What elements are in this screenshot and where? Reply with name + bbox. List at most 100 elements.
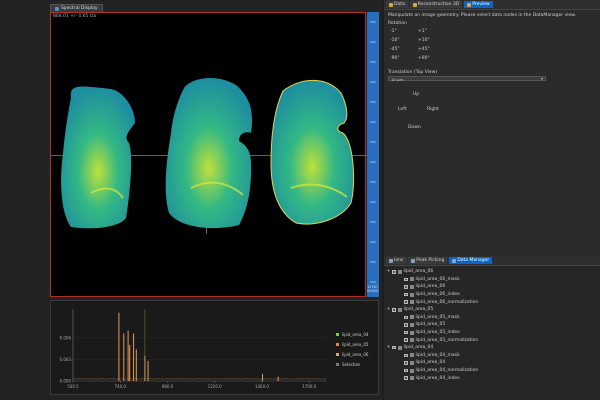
- tree-item-label: lipid_area_05_normalization: [415, 337, 479, 343]
- tab-reconstruction-label: Reconstruction 3D: [417, 2, 460, 7]
- tree-item-row[interactable]: lipid_area_05_normalization: [387, 336, 600, 344]
- tab-peak-picking-label: Peak Picking: [416, 258, 445, 263]
- rotate-minus-10-button[interactable]: -10°: [390, 38, 400, 43]
- visibility-checkbox[interactable]: [404, 277, 408, 282]
- database-icon: [389, 2, 393, 7]
- tree-item-row[interactable]: lipid_area_04_index: [387, 374, 600, 382]
- tree-item-row[interactable]: lipid_area_05_mask: [387, 314, 600, 322]
- x-tick-label: 1220.0: [208, 384, 222, 389]
- tab-data[interactable]: Data: [386, 1, 408, 8]
- visibility-checkbox[interactable]: [404, 368, 408, 373]
- tree-item-label: lipid_area_05: [403, 307, 434, 313]
- layer-icon: [409, 284, 414, 289]
- tissue-section-1: [61, 86, 135, 229]
- visibility-checkbox[interactable]: [404, 376, 408, 380]
- tab-data-manager-label: Data Manager: [457, 258, 490, 263]
- tree-item-row[interactable]: lipid_area_04_normalization: [387, 367, 600, 375]
- x-tick-label: 500.5: [67, 384, 79, 389]
- scale-ticks: [370, 21, 376, 283]
- visibility-checkbox[interactable]: [404, 361, 408, 365]
- visibility-checkbox[interactable]: [404, 330, 408, 335]
- spectrum-chart[interactable]: 0.000 0.003 0.006 500.5 740.0 980.0 1220.0 1460…: [50, 300, 379, 395]
- mz-readout: 868.01 +/- 0.65 Da: [53, 14, 97, 19]
- data-manager-icon: [452, 258, 457, 263]
- layer-icon: [409, 292, 414, 297]
- visibility-checkbox[interactable]: [404, 323, 408, 327]
- layer-icon: [397, 307, 402, 312]
- right-panel: Data Reconstruction 3D Preview Manipulat…: [384, 0, 600, 400]
- translation-step-select[interactable]: 10 μm ▾: [388, 76, 546, 82]
- top-tabbar: Data Reconstruction 3D Preview: [384, 0, 600, 10]
- legend-swatch: [336, 363, 339, 366]
- layer-icon: [409, 376, 414, 381]
- display-icon: [55, 6, 59, 11]
- tab-data-manager[interactable]: Data Manager: [449, 257, 493, 264]
- legend-swatch: [336, 333, 339, 336]
- expand-arrow-icon[interactable]: ▾: [387, 307, 390, 313]
- tree-item-label: lipid_area_06_index: [415, 292, 460, 298]
- rotation-label: Rotation: [388, 21, 407, 26]
- move-down-button[interactable]: Down: [408, 125, 421, 130]
- tree-item-label: lipid_area_05_mask: [415, 314, 460, 320]
- visibility-checkbox[interactable]: [404, 285, 408, 289]
- legend-label: Selection: [342, 362, 361, 367]
- tree-group-row[interactable]: ▾ lipid_area_04: [387, 344, 600, 352]
- visibility-checkbox[interactable]: [392, 308, 396, 312]
- tree-item-row[interactable]: lipid_area_06_index: [387, 291, 600, 299]
- move-right-button[interactable]: Right: [427, 107, 439, 112]
- tree-item-label: lipid_area_06: [403, 269, 434, 275]
- color-scale-bar[interactable]: [367, 12, 379, 297]
- visibility-checkbox[interactable]: [404, 300, 408, 304]
- visibility-checkbox[interactable]: [404, 353, 408, 358]
- tree-item-label: lipid_area_06: [415, 284, 446, 290]
- tab-reconstruction-3d[interactable]: Reconstruction 3D: [409, 1, 463, 8]
- move-left-button[interactable]: Left: [398, 107, 407, 112]
- tree-group-row[interactable]: ▾ lipid_area_06: [387, 268, 600, 276]
- expand-arrow-icon[interactable]: ▾: [387, 345, 390, 351]
- tree-item-row[interactable]: lipid_area_05: [387, 321, 600, 329]
- tree-item-row[interactable]: lipid_area_05_index: [387, 329, 600, 337]
- peak-icon: [411, 258, 416, 263]
- layer-icon: [409, 330, 414, 335]
- layer-icon: [409, 315, 414, 320]
- rotate-plus-1-button[interactable]: +1°: [418, 29, 427, 34]
- tree-group-row[interactable]: ▾ lipid_area_05: [387, 306, 600, 314]
- visibility-checkbox[interactable]: [392, 270, 396, 274]
- tab-ions[interactable]: Ions: [386, 257, 407, 264]
- image-viewer[interactable]: 868.01 +/- 0.65 Da: [50, 12, 367, 297]
- y-tick-label: 0.003: [60, 357, 72, 362]
- legend-label: lipid_area_06: [342, 352, 369, 357]
- rotate-minus-1-button[interactable]: -1°: [390, 29, 397, 34]
- visibility-checkbox[interactable]: [404, 315, 408, 320]
- layer-icon: [409, 353, 414, 358]
- bottom-tabbar: Ions Peak Picking Data Manager: [384, 256, 600, 266]
- tree-item-label: lipid_area_06_mask: [415, 276, 460, 282]
- info-text: Manipulate an image geometry. Please sel…: [388, 13, 576, 18]
- tree-item-label: lipid_area_04: [403, 345, 434, 351]
- rotate-plus-10-button[interactable]: +10°: [418, 38, 430, 43]
- expand-arrow-icon[interactable]: ▾: [387, 269, 390, 275]
- tab-peak-picking[interactable]: Peak Picking: [408, 257, 448, 264]
- move-up-button[interactable]: Up: [413, 92, 420, 97]
- visibility-checkbox[interactable]: [392, 345, 396, 350]
- tree-item-row[interactable]: lipid_area_04: [387, 359, 600, 367]
- spectrum-baseline: [72, 378, 327, 381]
- legend-swatch: [336, 353, 339, 356]
- rotate-plus-45-button[interactable]: +45°: [418, 47, 430, 52]
- tree-item-row[interactable]: lipid_area_06_normalization: [387, 298, 600, 306]
- rotate-minus-90-button[interactable]: -90°: [390, 56, 400, 61]
- tree-item-row[interactable]: lipid_area_06: [387, 283, 600, 291]
- legend-label: lipid_area_05: [342, 342, 369, 347]
- tree-item-row[interactable]: lipid_area_06_mask: [387, 276, 600, 284]
- rotate-plus-90-button[interactable]: +90°: [418, 56, 430, 61]
- tree-item-row[interactable]: lipid_area_04_mask: [387, 352, 600, 360]
- spectral-panel: Spectral Display 868.01 +/- 0.65 Da: [50, 4, 379, 395]
- tab-preview[interactable]: Preview: [464, 1, 493, 8]
- visibility-checkbox[interactable]: [404, 292, 408, 297]
- tissue-section-3: [270, 79, 355, 225]
- scale-readout: 12767 60000: [367, 285, 379, 293]
- y-tick-label: 0.006: [60, 335, 72, 340]
- visibility-checkbox[interactable]: [404, 338, 408, 342]
- layer-icon: [409, 338, 414, 343]
- rotate-minus-45-button[interactable]: -45°: [390, 47, 400, 52]
